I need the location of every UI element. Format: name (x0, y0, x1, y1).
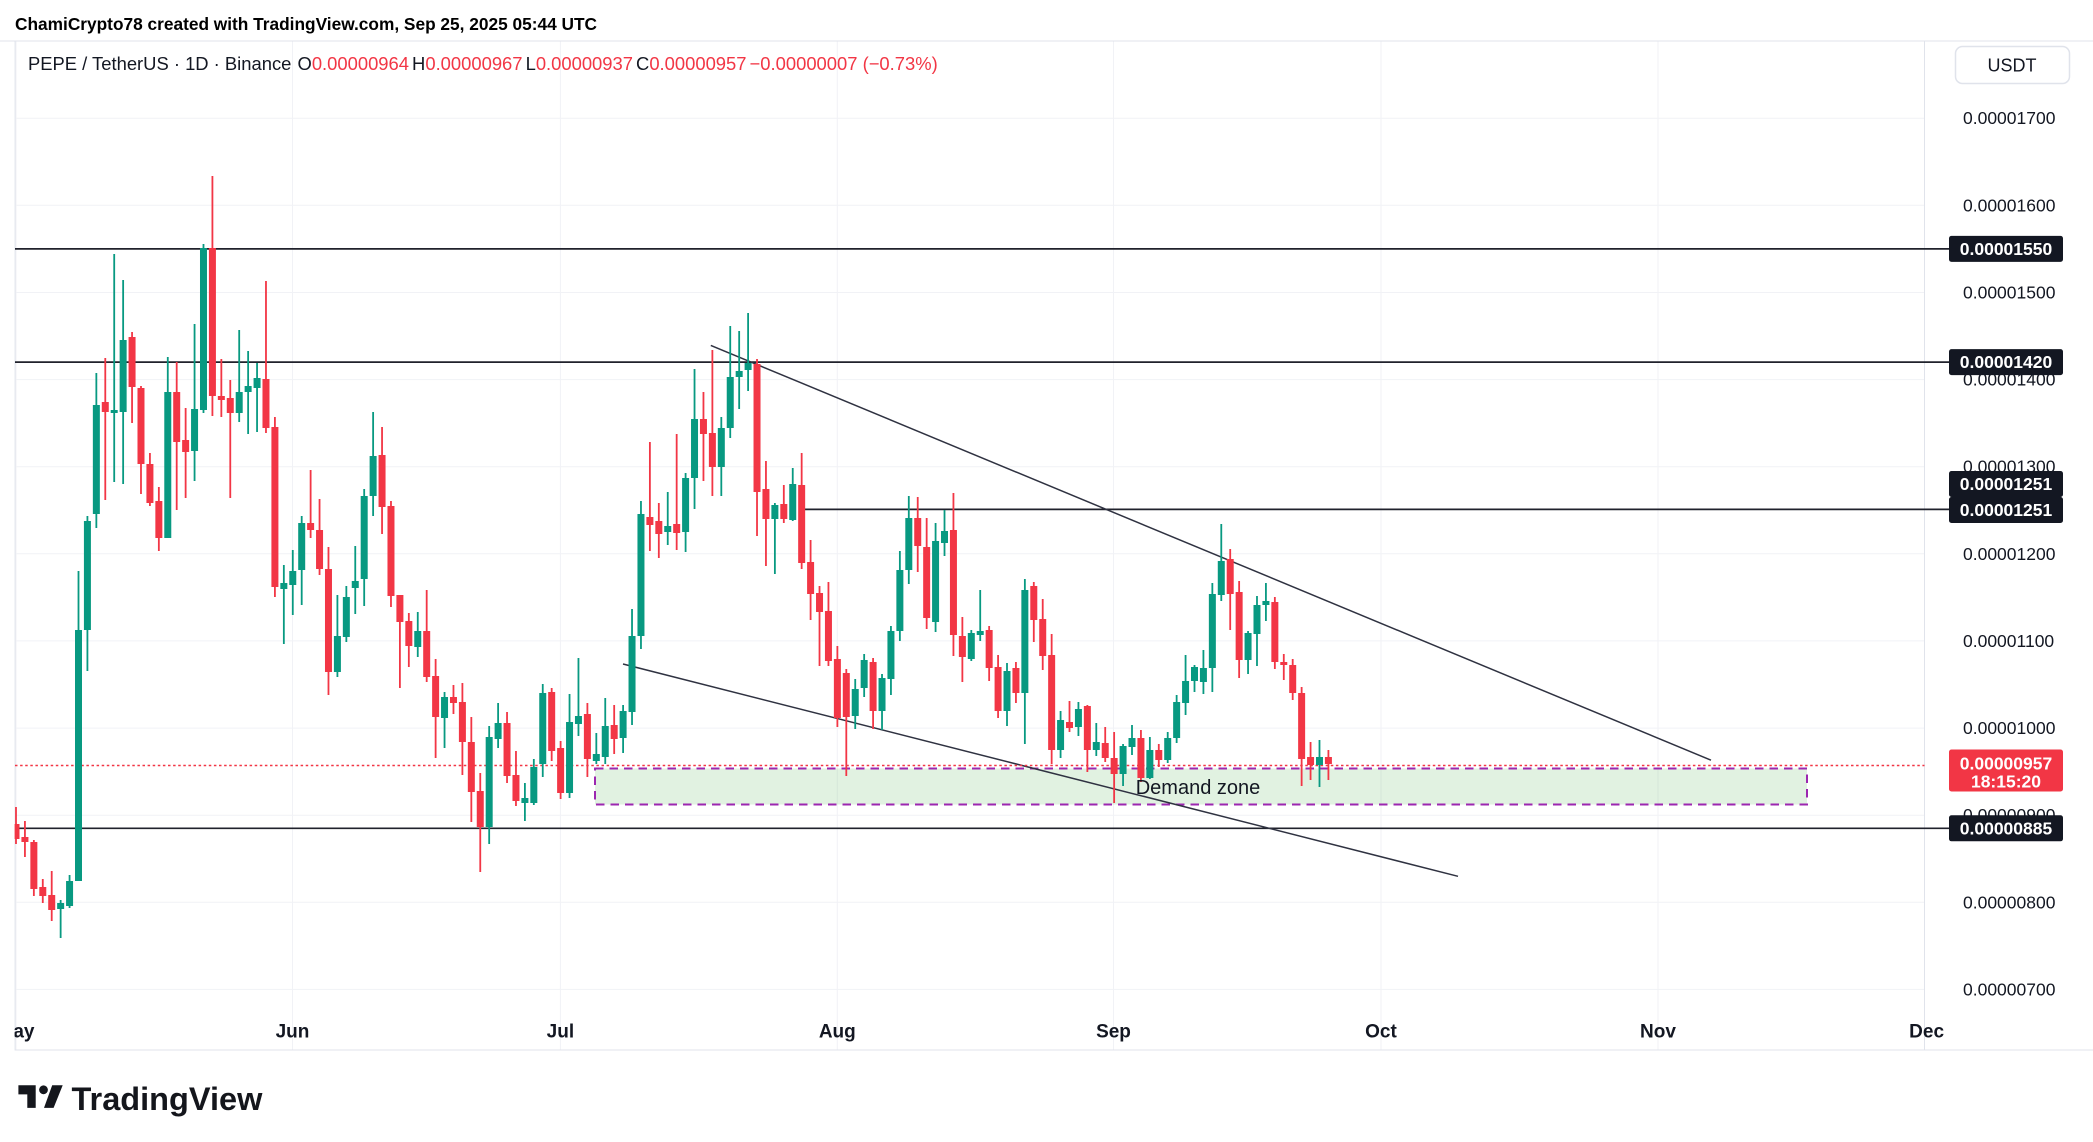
svg-text:Aug: Aug (819, 1022, 856, 1043)
svg-text:0.00000885: 0.00000885 (1960, 818, 2053, 838)
svg-text:ChamiCrypto78 created with Tra: ChamiCrypto78 created with TradingView.c… (15, 14, 597, 34)
svg-text:0.00001700: 0.00001700 (1963, 108, 2056, 128)
svg-text:0.00000800: 0.00000800 (1963, 892, 2056, 912)
svg-text:0.00001420: 0.00001420 (1960, 352, 2053, 372)
svg-text:0.00001550: 0.00001550 (1960, 239, 2053, 259)
svg-text:Oct: Oct (1365, 1022, 1397, 1043)
svg-text:0.00001100: 0.00001100 (1963, 631, 2054, 651)
svg-text:0.00001251: 0.00001251 (1960, 500, 2053, 520)
svg-text:TradingView: TradingView (72, 1081, 264, 1117)
svg-text:Dec: Dec (1909, 1022, 1944, 1043)
svg-text:18:15:20: 18:15:20 (1971, 772, 2041, 792)
svg-text:0.00001200: 0.00001200 (1963, 544, 2056, 564)
svg-text:0.00001000: 0.00001000 (1963, 718, 2056, 738)
svg-text:0.00001251: 0.00001251 (1960, 474, 2053, 494)
svg-text:USDT: USDT (1988, 56, 2037, 76)
svg-text:Jun: Jun (276, 1022, 310, 1043)
svg-text:Demand zone: Demand zone (1136, 777, 1261, 799)
svg-text:Sep: Sep (1096, 1022, 1131, 1043)
svg-text:0.00000700: 0.00000700 (1963, 979, 2056, 999)
svg-text:0.00001600: 0.00001600 (1963, 195, 2056, 215)
svg-text:PEPE / TetherUS · 1D · Binance: PEPE / TetherUS · 1D · Binance O0.000009… (28, 53, 938, 74)
svg-text:0.00001500: 0.00001500 (1963, 283, 2056, 303)
svg-text:Jul: Jul (547, 1022, 574, 1043)
svg-text:0.00000957: 0.00000957 (1960, 754, 2052, 774)
svg-text:Nov: Nov (1640, 1022, 1676, 1043)
